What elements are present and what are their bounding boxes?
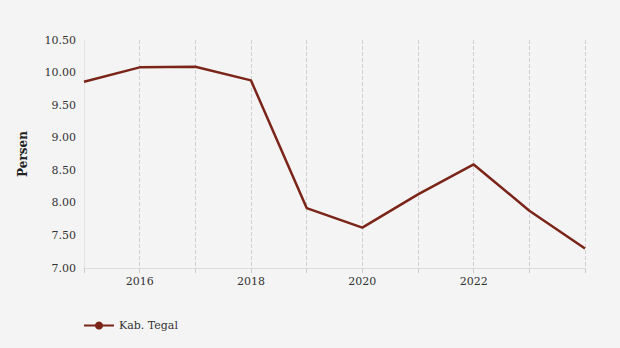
svg-text:2016: 2016 — [126, 275, 154, 288]
svg-text:9.00: 9.00 — [52, 131, 77, 144]
svg-text:2022: 2022 — [460, 275, 488, 288]
svg-text:2020: 2020 — [348, 275, 376, 288]
svg-text:8.00: 8.00 — [52, 196, 77, 209]
svg-text:2018: 2018 — [237, 275, 265, 288]
svg-text:Kab. Tegal: Kab. Tegal — [119, 319, 178, 332]
svg-text:8.50: 8.50 — [52, 164, 77, 177]
svg-text:9.50: 9.50 — [52, 99, 77, 112]
svg-text:10.50: 10.50 — [45, 34, 77, 47]
svg-text:7.50: 7.50 — [52, 229, 77, 242]
svg-text:10.00: 10.00 — [45, 66, 77, 79]
svg-text:Persen: Persen — [16, 131, 30, 177]
svg-text:7.00: 7.00 — [52, 262, 77, 275]
